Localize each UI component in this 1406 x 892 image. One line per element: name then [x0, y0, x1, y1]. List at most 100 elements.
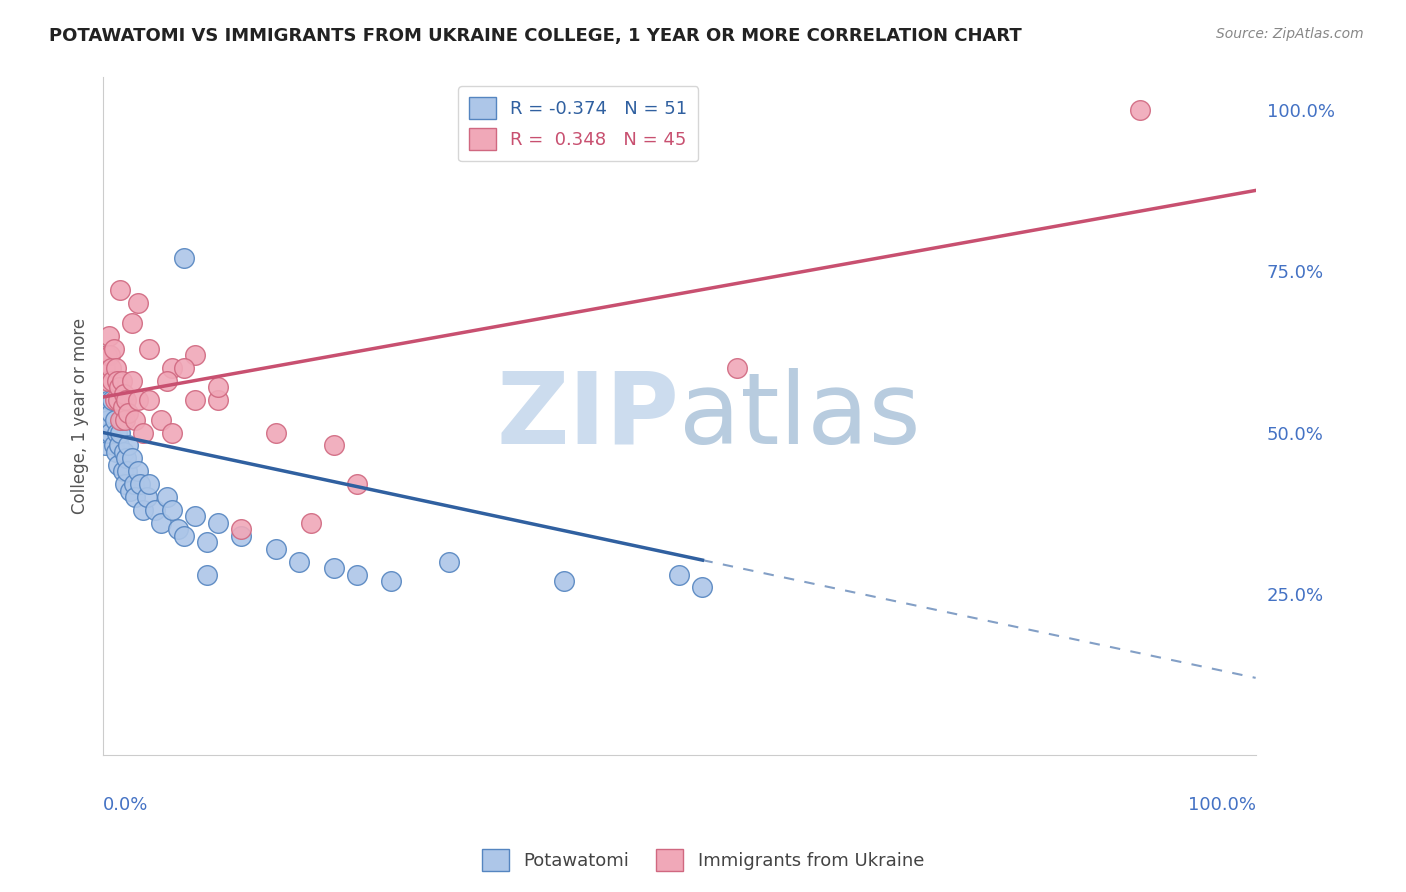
Point: [101, 393, 124, 408]
Point: [98, 425, 121, 440]
Point: [107, 393, 129, 408]
Point: [127, 393, 149, 408]
Point: [112, 386, 135, 401]
Point: [553, 574, 575, 588]
Point: [121, 316, 143, 330]
Point: [100, 361, 122, 376]
Point: [138, 477, 160, 491]
Point: [104, 445, 127, 459]
Point: [184, 393, 207, 408]
Point: [162, 425, 184, 440]
Point: [184, 348, 207, 362]
Point: [104, 412, 127, 426]
Point: [173, 529, 195, 543]
Text: 100.0%: 100.0%: [1188, 796, 1256, 814]
Text: ZIP: ZIP: [496, 368, 679, 465]
Point: [117, 464, 139, 478]
Point: [98, 348, 121, 362]
Point: [132, 503, 155, 517]
Point: [104, 361, 127, 376]
Point: [155, 490, 177, 504]
Point: [104, 393, 127, 408]
Point: [207, 516, 229, 530]
Point: [207, 380, 229, 394]
Point: [692, 581, 714, 595]
Point: [110, 284, 132, 298]
Point: [149, 412, 172, 426]
Text: POTAWATOMI VS IMMIGRANTS FROM UKRAINE COLLEGE, 1 YEAR OR MORE CORRELATION CHART: POTAWATOMI VS IMMIGRANTS FROM UKRAINE CO…: [49, 27, 1022, 45]
Point: [105, 425, 128, 440]
Point: [117, 438, 139, 452]
Point: [264, 541, 287, 556]
Point: [155, 374, 177, 388]
Point: [108, 438, 131, 452]
Point: [121, 374, 143, 388]
Point: [111, 464, 134, 478]
Point: [127, 296, 149, 310]
Point: [132, 425, 155, 440]
Point: [231, 522, 253, 536]
Point: [207, 393, 229, 408]
Point: [1129, 103, 1152, 117]
Point: [124, 490, 146, 504]
Point: [117, 406, 139, 420]
Point: [167, 522, 190, 536]
Point: [135, 490, 157, 504]
Point: [322, 561, 344, 575]
Point: [346, 567, 368, 582]
Point: [668, 567, 690, 582]
Point: [107, 458, 129, 472]
Point: [97, 393, 120, 408]
Point: [105, 374, 128, 388]
Point: [162, 503, 184, 517]
Point: [184, 509, 207, 524]
Legend: Potawatomi, Immigrants from Ukraine: Potawatomi, Immigrants from Ukraine: [475, 842, 931, 879]
Point: [97, 412, 120, 426]
Point: [110, 425, 132, 440]
Point: [108, 380, 131, 394]
Point: [195, 535, 218, 549]
Point: [112, 445, 135, 459]
Text: 0.0%: 0.0%: [103, 796, 149, 814]
Point: [173, 361, 195, 376]
Point: [725, 361, 748, 376]
Point: [103, 342, 125, 356]
Point: [380, 574, 402, 588]
Point: [114, 477, 136, 491]
Point: [173, 251, 195, 265]
Point: [122, 477, 145, 491]
Point: [121, 451, 143, 466]
Point: [264, 425, 287, 440]
Point: [96, 348, 118, 362]
Point: [149, 516, 172, 530]
Point: [124, 412, 146, 426]
Text: atlas: atlas: [679, 368, 921, 465]
Point: [299, 516, 322, 530]
Point: [127, 464, 149, 478]
Point: [322, 438, 344, 452]
Point: [118, 483, 141, 498]
Point: [94, 361, 117, 376]
Point: [103, 438, 125, 452]
Point: [110, 412, 132, 426]
Point: [111, 400, 134, 414]
Point: [129, 477, 152, 491]
Point: [115, 393, 138, 408]
Text: Source: ZipAtlas.com: Source: ZipAtlas.com: [1216, 27, 1364, 41]
Point: [138, 342, 160, 356]
Legend: R = -0.374   N = 51, R =  0.348   N = 45: R = -0.374 N = 51, R = 0.348 N = 45: [458, 87, 699, 161]
Point: [110, 374, 132, 388]
Point: [97, 374, 120, 388]
Y-axis label: College, 1 year or more: College, 1 year or more: [72, 318, 89, 515]
Point: [162, 361, 184, 376]
Point: [346, 477, 368, 491]
Point: [115, 451, 138, 466]
Point: [138, 393, 160, 408]
Point: [143, 503, 166, 517]
Point: [94, 438, 117, 452]
Point: [437, 555, 460, 569]
Point: [97, 328, 120, 343]
Point: [96, 425, 118, 440]
Point: [101, 374, 124, 388]
Point: [110, 412, 132, 426]
